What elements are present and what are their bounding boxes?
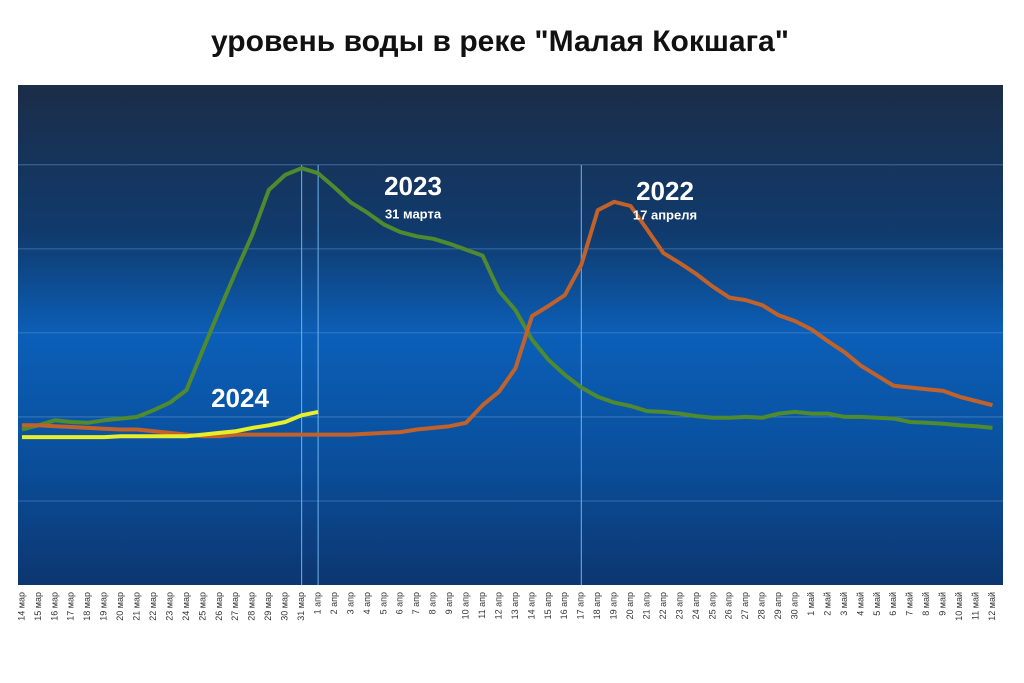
- x-tick-label: 20 апр: [625, 592, 635, 619]
- x-tick-label: 13 апр: [510, 592, 520, 619]
- series-label: 2023: [384, 171, 442, 201]
- series-label: 2024: [211, 383, 269, 413]
- x-tick-label: 31 мар: [296, 592, 306, 621]
- x-tick-label: 9 апр: [444, 592, 454, 614]
- x-tick-label: 7 апр: [411, 592, 421, 614]
- x-tick-label: 3 апр: [345, 592, 355, 614]
- series-label: 2022: [636, 176, 694, 206]
- x-tick-label: 22 апр: [658, 592, 668, 619]
- x-tick-label: 12 май: [987, 592, 997, 621]
- x-tick-label: 19 мар: [99, 592, 109, 621]
- chart-title: уровень воды в реке "Малая Кокшага": [211, 25, 789, 58]
- x-tick-label: 18 апр: [592, 592, 602, 619]
- x-tick-label: 1 май: [806, 592, 816, 616]
- x-tick-label: 5 май: [872, 592, 882, 616]
- x-tick-label: 24 мар: [181, 592, 191, 621]
- x-tick-label: 23 апр: [674, 592, 684, 619]
- x-tick-label: 9 май: [938, 592, 948, 616]
- x-tick-label: 2 апр: [329, 592, 339, 614]
- x-tick-label: 7 май: [905, 592, 915, 616]
- x-tick-label: 22 мар: [148, 592, 158, 621]
- x-tick-label: 6 май: [888, 592, 898, 616]
- x-tick-label: 4 май: [855, 592, 865, 616]
- x-tick-label: 11 апр: [477, 592, 487, 619]
- x-tick-label: 16 апр: [559, 592, 569, 619]
- x-tick-label: 25 апр: [707, 592, 717, 619]
- x-tick-label: 15 апр: [543, 592, 553, 619]
- x-tick-label: 12 апр: [493, 592, 503, 619]
- x-tick-label: 26 мар: [214, 592, 224, 621]
- x-tick-label: 19 апр: [609, 592, 619, 619]
- x-tick-label: 14 мар: [16, 592, 26, 621]
- x-tick-label: 6 апр: [395, 592, 405, 614]
- x-tick-label: 10 апр: [461, 592, 471, 619]
- plot-area: [18, 85, 1003, 585]
- series-line: [22, 409, 319, 440]
- x-tick-label: 2 май: [822, 592, 832, 616]
- x-tick-label: 20 мар: [115, 592, 125, 621]
- x-tick-label: 18 мар: [82, 592, 92, 621]
- x-tick-label: 10 май: [954, 592, 964, 621]
- x-tick-label: 27 апр: [740, 592, 750, 619]
- x-tick-label: 8 апр: [428, 592, 438, 614]
- peak-label: 17 апреля: [633, 207, 697, 222]
- x-tick-label: 17 мар: [66, 592, 76, 621]
- x-tick-label: 16 мар: [49, 592, 59, 621]
- x-tick-label: 8 май: [921, 592, 931, 616]
- x-tick-label: 1 апр: [312, 592, 322, 614]
- x-tick-label: 29 мар: [263, 592, 273, 621]
- x-tick-label: 4 апр: [362, 592, 372, 614]
- x-tick-label: 15 мар: [33, 592, 43, 621]
- x-tick-label: 28 апр: [757, 592, 767, 619]
- x-tick-label: 24 апр: [691, 592, 701, 619]
- x-tick-label: 30 апр: [790, 592, 800, 619]
- x-tick-label: 23 мар: [164, 592, 174, 621]
- x-tick-label: 25 мар: [197, 592, 207, 621]
- x-tick-label: 21 мар: [132, 592, 142, 621]
- x-tick-label: 29 апр: [773, 592, 783, 619]
- x-tick-label: 27 мар: [230, 592, 240, 621]
- x-tick-label: 17 апр: [576, 592, 586, 619]
- x-tick-label: 28 мар: [247, 592, 257, 621]
- x-tick-label: 14 апр: [526, 592, 536, 619]
- x-tick-label: 3 май: [839, 592, 849, 616]
- x-tick-label: 11 май: [970, 592, 980, 620]
- x-tick-label: 30 мар: [280, 592, 290, 621]
- x-tick-label: 26 апр: [724, 592, 734, 619]
- peak-label: 31 марта: [385, 206, 442, 221]
- x-tick-label: 21 апр: [641, 592, 651, 619]
- series-line: [21, 166, 993, 432]
- x-tick-label: 5 апр: [378, 592, 388, 614]
